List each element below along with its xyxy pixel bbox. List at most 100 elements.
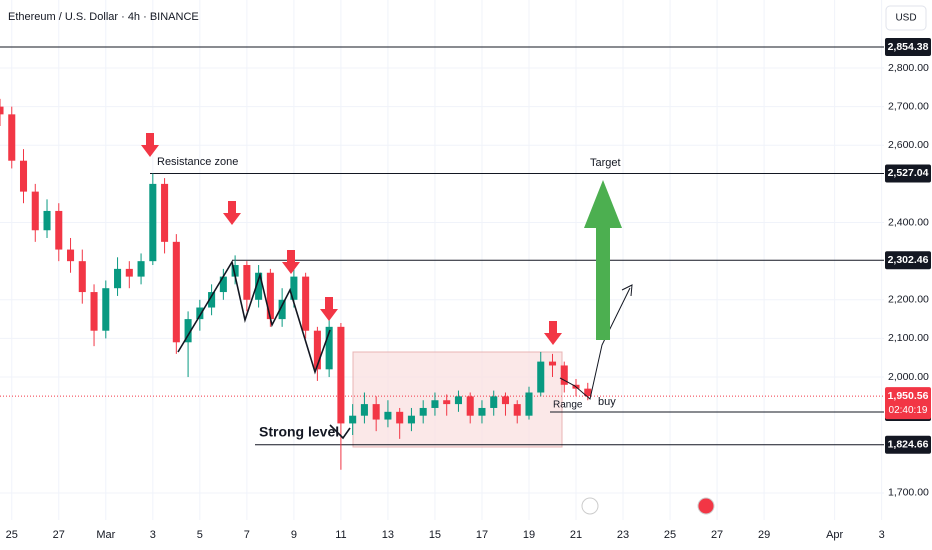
x-tick-label: 21	[570, 529, 582, 541]
candle-body	[78, 261, 86, 293]
candle-body	[454, 396, 462, 405]
candle-body	[302, 276, 310, 331]
level-badge	[885, 251, 931, 270]
candle-body	[360, 404, 368, 416]
candle-body	[525, 392, 533, 416]
x-tick-label: 7	[244, 529, 250, 541]
x-tick-label: 27	[53, 529, 65, 541]
annotation: Target	[590, 157, 621, 169]
currency[interactable]: USD	[895, 13, 916, 24]
down-arrow	[282, 250, 300, 274]
x-tick-label: 27	[711, 529, 723, 541]
price-axis	[884, 0, 932, 550]
candle-body	[490, 396, 498, 408]
projection-arrowhead	[621, 284, 633, 297]
down-arrow	[141, 133, 159, 157]
target-arrow	[584, 180, 622, 340]
currency-button[interactable]	[885, 5, 927, 31]
annotation: Resistance zone	[157, 156, 238, 168]
level-label: 2,302.46	[888, 254, 929, 266]
strong-level-mark	[329, 424, 351, 440]
zigzag	[177, 259, 331, 375]
candle-body	[372, 404, 380, 420]
candle-body	[255, 272, 263, 300]
candle-body	[149, 183, 157, 262]
candle-body	[560, 365, 568, 385]
current-price-badge	[885, 387, 931, 420]
candle-body	[548, 361, 557, 366]
annotation: Strong level	[259, 424, 339, 440]
y-tick-label: 2,000.00	[888, 371, 929, 383]
countdown: 02:40:19	[889, 405, 928, 416]
level-label: 2,527.04	[888, 167, 929, 179]
candle-body	[396, 411, 404, 424]
candle-body	[419, 407, 427, 416]
candle-body	[43, 210, 51, 231]
y-tick-label: 1,700.00	[888, 487, 929, 499]
annotation: Range	[553, 400, 583, 411]
x-tick-label: 13	[382, 529, 394, 541]
level-badge	[885, 164, 931, 183]
candle-body	[325, 326, 333, 370]
candle-body	[537, 361, 545, 393]
candle-body	[231, 265, 239, 277]
candle-body	[584, 388, 592, 396]
candle-body	[102, 288, 110, 331]
axis: 25 27 Mar 3 5 7 9 11 13 15 17 19 21 23 25 27 29 Apr 3 1,700…	[6, 37, 931, 541]
candle-body	[266, 272, 274, 320]
x-tick-label: 3	[150, 529, 156, 541]
y-tick-label: 2,700.00	[888, 100, 929, 112]
candle-body	[31, 191, 39, 231]
candle-body	[137, 261, 145, 277]
x-tick-label: 17	[476, 529, 488, 541]
y-tick-label: 2,600.00	[888, 139, 929, 151]
x-tick-label: 15	[429, 529, 441, 541]
candle-body	[431, 400, 439, 408]
candle-body	[243, 265, 251, 300]
candle-body	[184, 319, 192, 343]
candle-body	[384, 411, 392, 420]
y-tick-label: 2,200.00	[888, 294, 929, 306]
candle-body	[443, 400, 451, 405]
candle-body	[337, 326, 345, 424]
candle-body	[278, 299, 286, 320]
event-icon[interactable]	[697, 497, 715, 515]
x-tick-label: 25	[6, 529, 18, 541]
y-tick-label: 2,100.00	[888, 332, 929, 344]
current-price-label: 1,950.56	[888, 390, 929, 402]
candle-body	[501, 396, 510, 405]
x-tick-label: 3	[879, 529, 885, 541]
event-icon[interactable]	[581, 497, 599, 515]
candle-body	[0, 106, 4, 115]
x-tick-label: Mar	[96, 529, 115, 541]
candle-body	[466, 396, 474, 416]
candle-body	[55, 210, 63, 250]
level-badge	[885, 37, 931, 56]
levels	[0, 46, 884, 446]
level-badge	[885, 435, 931, 454]
candle-body	[219, 276, 227, 293]
y-tick-label: 2,800.00	[888, 62, 929, 74]
level-label: 1,824.66	[888, 439, 929, 451]
x-tick-label: 11	[335, 529, 346, 541]
candle-body	[90, 292, 98, 331]
down-arrow	[223, 201, 241, 225]
candle-body	[290, 276, 298, 300]
candle-body	[172, 241, 180, 343]
candle-body	[478, 407, 486, 416]
down-arrow	[320, 297, 338, 321]
x-tick-label: Apr	[826, 529, 843, 541]
candle-body	[407, 415, 415, 424]
x-tick-label: 23	[617, 529, 629, 541]
candle-body	[513, 404, 521, 416]
x-tick-label: 9	[291, 529, 297, 541]
candle-body	[114, 268, 122, 289]
x-tick-label: 29	[758, 529, 770, 541]
candles	[0, 98, 592, 470]
x-tick-label: 19	[523, 529, 535, 541]
signal-arrows	[141, 133, 562, 345]
candle-body	[8, 114, 16, 161]
candle-body	[125, 268, 133, 277]
